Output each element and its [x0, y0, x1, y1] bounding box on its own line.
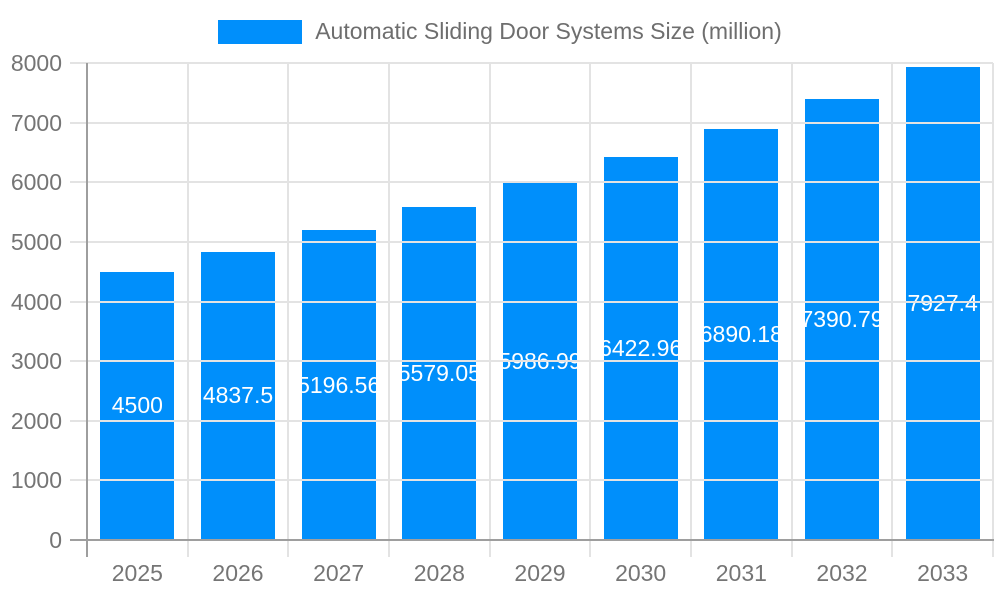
x-gridline [388, 63, 390, 557]
bar[interactable]: 6422.96 [603, 157, 678, 540]
y-gridline [70, 300, 993, 303]
x-gridline [790, 63, 793, 557]
x-tick-label: 2028 [413, 560, 465, 586]
bar-value-label: 5579.05 [402, 360, 477, 387]
x-tick-label: 2025 [111, 560, 163, 586]
y-gridline [70, 62, 993, 64]
y-axis-line [86, 63, 88, 557]
y-gridline [70, 181, 993, 184]
y-tick-label: 6000 [10, 169, 62, 196]
y-tick-label: 7000 [10, 109, 62, 136]
y-tick-label: 5000 [10, 228, 62, 255]
legend-swatch-icon [218, 19, 303, 44]
x-tick-label: 2027 [313, 560, 365, 586]
x-gridline [589, 63, 592, 557]
x-axis-line [70, 539, 994, 541]
y-tick-label: 4000 [10, 288, 62, 315]
legend-label: Automatic Sliding Door Systems Size (mil… [315, 18, 782, 44]
bar[interactable]: 7927.4 [905, 67, 980, 540]
bar-value-label: 6890.18 [704, 321, 779, 348]
x-tick-label: 2032 [816, 560, 868, 586]
x-tick-label: 2026 [212, 560, 264, 586]
bar-value-label: 7927.4 [907, 290, 978, 317]
bar[interactable]: 7390.79 [805, 99, 879, 540]
x-gridline [186, 63, 189, 557]
y-gridline [70, 479, 993, 482]
bar-value-label: 4500 [111, 392, 163, 419]
y-gridline [70, 360, 993, 363]
x-gridline [891, 63, 894, 557]
bar-value-label: 6422.96 [603, 335, 678, 361]
bar[interactable]: 5579.05 [402, 207, 477, 540]
x-tick-label: 2033 [917, 560, 969, 586]
bar-value-label: 4837.5 [202, 382, 274, 409]
y-tick-label: 0 [49, 527, 62, 553]
bar[interactable]: 6890.18 [704, 129, 779, 540]
x-gridline [992, 63, 994, 557]
bar-value-label: 7390.79 [805, 306, 879, 333]
x-gridline [488, 63, 491, 557]
bar[interactable]: 4837.5 [201, 251, 275, 540]
chart-legend-item[interactable]: Automatic Sliding Door Systems Size (mil… [0, 18, 1000, 45]
y-tick-label: 1000 [10, 467, 62, 494]
bar[interactable]: 5196.56 [301, 230, 376, 540]
y-gridline [70, 240, 993, 243]
x-gridline [690, 63, 692, 557]
y-tick-label: 2000 [10, 407, 62, 434]
x-tick-label: 2031 [715, 560, 767, 586]
x-gridline [287, 63, 290, 557]
bar[interactable]: 4500 [100, 271, 175, 540]
y-tick-label: 3000 [10, 348, 62, 375]
y-gridline [70, 419, 993, 422]
x-tick-label: 2029 [514, 560, 566, 586]
y-tick-label: 8000 [10, 50, 62, 76]
bar-value-label: 5196.56 [301, 371, 376, 398]
y-gridline [70, 121, 993, 124]
x-tick-label: 2030 [615, 560, 667, 586]
